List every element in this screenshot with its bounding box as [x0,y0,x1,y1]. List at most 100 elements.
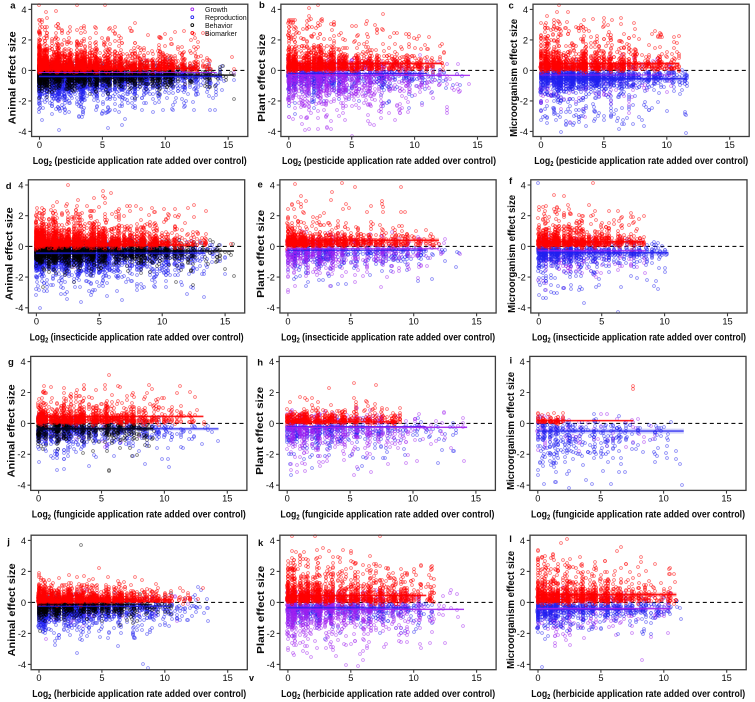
svg-text:5: 5 [348,673,353,683]
svg-text:Growth: Growth [205,7,228,14]
svg-text:4: 4 [18,180,23,190]
svg-text:-4: -4 [266,481,274,491]
svg-text:-4: -4 [517,660,525,670]
svg-text:Microorganism effect size: Microorganism effect size [506,195,518,313]
svg-text:15: 15 [721,494,731,504]
svg-text:0: 0 [521,242,526,252]
svg-text:0: 0 [286,140,291,150]
svg-text:d: d [6,181,12,192]
svg-text:4: 4 [21,536,26,546]
svg-text:Animal effect size: Animal effect size [7,31,19,124]
svg-text:e: e [258,179,263,190]
svg-text:0: 0 [21,598,26,608]
svg-text:10: 10 [659,673,669,683]
svg-text:4: 4 [521,180,526,190]
svg-text:-4: -4 [18,127,26,137]
svg-text:10: 10 [662,140,672,150]
svg-text:-4: -4 [267,660,275,670]
svg-text:Animal effect size: Animal effect size [6,563,18,656]
svg-text:0: 0 [536,316,541,326]
svg-text:j: j [6,536,10,547]
svg-text:Log2 (fungicide application ra: Log2 (fungicide application rate added o… [280,509,494,522]
svg-text:15: 15 [471,673,481,683]
svg-text:Log2 (fungicide application ra: Log2 (fungicide application rate added o… [531,509,745,522]
svg-text:0: 0 [285,673,290,683]
svg-text:15: 15 [471,316,481,326]
svg-text:-2: -2 [15,273,23,283]
svg-text:10: 10 [409,673,419,683]
svg-text:0: 0 [21,419,26,429]
svg-text:0: 0 [538,140,543,150]
svg-text:0: 0 [535,494,540,504]
svg-text:0: 0 [523,66,528,76]
svg-text:0: 0 [520,598,525,608]
svg-text:Microorganism effect size: Microorganism effect size [505,551,517,669]
svg-text:2: 2 [270,567,275,577]
svg-text:0: 0 [36,494,41,504]
svg-text:-2: -2 [267,629,275,639]
svg-text:2: 2 [270,211,275,221]
svg-text:2: 2 [21,567,26,577]
svg-text:0: 0 [37,140,42,150]
svg-text:4: 4 [269,357,274,367]
svg-text:-2: -2 [18,629,26,639]
svg-text:Microorganism effect size: Microorganism effect size [508,19,520,137]
svg-text:10: 10 [160,140,170,150]
svg-text:5: 5 [348,316,353,326]
svg-text:l: l [509,534,512,545]
svg-text:15: 15 [471,494,481,504]
svg-text:Log2 (insecticide application: Log2 (insecticide application rate added… [30,331,244,344]
svg-text:a: a [10,1,16,12]
svg-text:-2: -2 [518,273,526,283]
svg-text:10: 10 [658,494,668,504]
svg-text:-4: -4 [520,127,528,137]
svg-text:0: 0 [285,494,290,504]
svg-text:-2: -2 [17,450,25,460]
svg-text:Log2 (herbicide application ra: Log2 (herbicide application rate added o… [32,688,246,701]
svg-text:0: 0 [271,66,276,76]
svg-text:0: 0 [269,419,274,429]
svg-text:10: 10 [409,316,419,326]
svg-text:Animal effect size: Animal effect size [3,207,15,300]
svg-text:5: 5 [598,494,603,504]
svg-text:2: 2 [521,211,526,221]
svg-text:Log2 (insecticide application: Log2 (insecticide application rate added… [281,331,495,344]
svg-text:0: 0 [270,242,275,252]
svg-text:Animal effect size: Animal effect size [6,384,18,477]
svg-text:-4: -4 [17,481,25,491]
svg-text:0: 0 [535,673,540,683]
svg-text:b: b [259,0,265,11]
svg-text:5: 5 [601,140,606,150]
svg-text:5: 5 [97,316,102,326]
svg-text:0: 0 [520,419,525,429]
svg-text:15: 15 [222,494,232,504]
svg-text:15: 15 [220,316,230,326]
svg-text:4: 4 [520,536,525,546]
svg-text:10: 10 [659,316,669,326]
svg-text:Log2 (pesticide application ra: Log2 (pesticide application rate added o… [33,155,247,168]
svg-text:15: 15 [472,140,482,150]
svg-text:Plant effect size: Plant effect size [255,566,267,654]
svg-text:Log2 (insecticide application: Log2 (insecticide application rate added… [532,331,746,344]
svg-text:4: 4 [270,180,275,190]
svg-text:4: 4 [21,5,26,15]
svg-text:0: 0 [21,66,26,76]
svg-text:Log2 (pesticide application ra: Log2 (pesticide application rate added o… [282,155,496,168]
svg-text:5: 5 [598,673,603,683]
svg-text:10: 10 [159,494,169,504]
svg-text:-4: -4 [518,303,526,313]
svg-text:10: 10 [157,316,167,326]
svg-text:2: 2 [269,388,274,398]
svg-text:10: 10 [408,494,418,504]
svg-text:5: 5 [100,140,105,150]
svg-text:-2: -2 [520,96,528,106]
svg-text:-4: -4 [15,303,23,313]
svg-text:Plant effect size: Plant effect size [254,387,266,475]
svg-text:Reproduction: Reproduction [205,15,247,22]
svg-text:-4: -4 [268,127,276,137]
svg-text:Biomarker: Biomarker [205,31,238,38]
svg-text:Log2 (herbicide application ra: Log2 (herbicide application rate added o… [281,688,495,701]
svg-text:2: 2 [520,567,525,577]
svg-text:0: 0 [34,316,39,326]
svg-text:15: 15 [722,316,732,326]
